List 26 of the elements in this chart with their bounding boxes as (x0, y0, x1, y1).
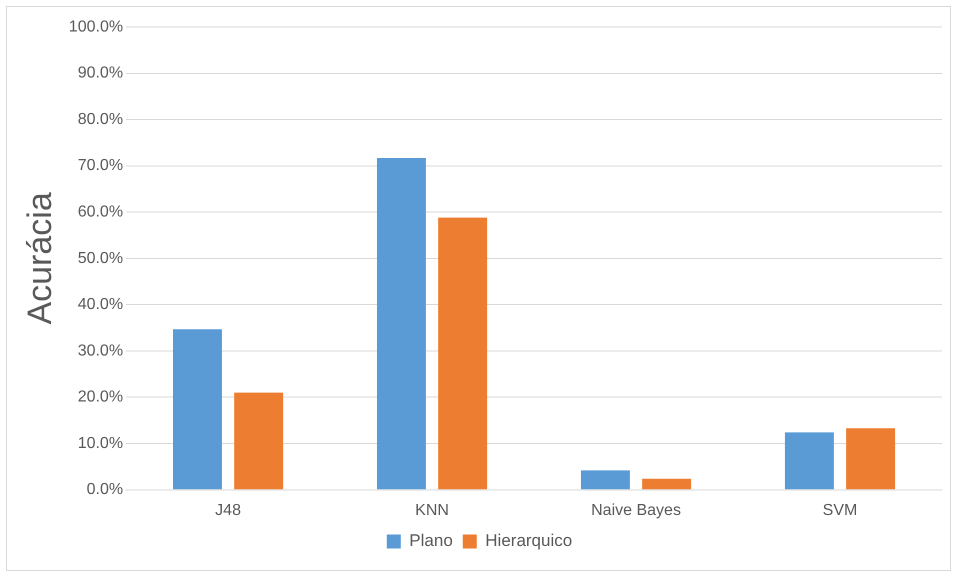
x-tick-label: J48 (215, 502, 242, 519)
bar (580, 470, 630, 490)
y-tick-label: 50.0% (78, 250, 124, 267)
bar (846, 428, 896, 490)
x-tick-label: Naive Bayes (591, 502, 681, 519)
y-tick-label: 100.0% (68, 18, 124, 36)
bar (172, 329, 222, 490)
bar (234, 392, 284, 490)
y-tick-label: 40.0% (78, 296, 124, 314)
bar (376, 158, 426, 490)
y-axis-title: Acurácia (20, 192, 59, 325)
y-tick-label: 80.0% (78, 110, 124, 128)
legend-label: Hierarquico (485, 531, 572, 550)
y-tick-label: 90.0% (78, 64, 124, 82)
y-tick-label: 70.0% (78, 157, 124, 174)
legend-label: Plano (409, 531, 453, 550)
y-tick-label: 10.0% (78, 434, 124, 452)
y-tick-label: 30.0% (78, 342, 124, 360)
y-tick-label: 20.0% (78, 388, 124, 406)
x-tick-label: SVM (822, 502, 858, 519)
x-tick-label: KNN (415, 502, 449, 519)
bar (784, 432, 834, 490)
bar (438, 218, 488, 490)
y-tick-label: 0.0% (86, 481, 124, 498)
bar (642, 478, 692, 490)
y-tick-label: 60.0% (78, 204, 124, 221)
